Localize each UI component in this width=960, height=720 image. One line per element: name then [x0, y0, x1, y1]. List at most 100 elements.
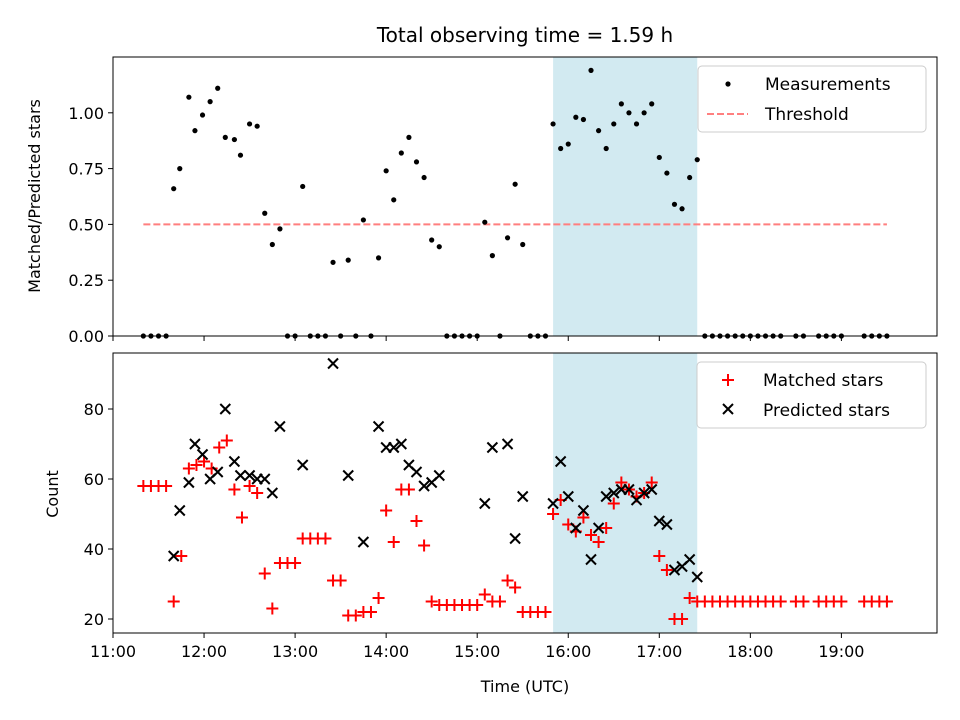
top-y-tick-label: 0.00	[68, 327, 104, 346]
measurement-point	[664, 170, 670, 176]
predicted-star-point	[554, 455, 567, 468]
measurement-point	[649, 101, 655, 107]
bottom-x-tick-label: 18:00	[727, 642, 773, 661]
measurement-point	[231, 136, 237, 143]
matched-star-point	[175, 550, 188, 562]
predicted-star-point	[410, 466, 423, 478]
measurement-point	[383, 168, 389, 174]
bottom-legend-box	[696, 361, 927, 429]
predicted-star-point	[691, 571, 703, 583]
measurement-point	[550, 121, 556, 127]
top-y-tick-label: 0.50	[68, 215, 104, 234]
matched-star-point	[607, 497, 620, 510]
measurement-point	[254, 123, 260, 129]
measurement-point	[398, 150, 404, 156]
predicted-star-point	[357, 536, 370, 548]
bottom-y-tick-label: 40	[84, 540, 104, 559]
bottom-x-tick-label: 19:00	[818, 642, 864, 661]
bottom-legend: Matched stars Predicted stars	[696, 361, 927, 429]
bottom-y-tick-label: 80	[84, 400, 104, 419]
predicted-star-point	[547, 497, 559, 510]
matched-star-point	[585, 529, 598, 541]
matched-star-point	[600, 522, 613, 534]
legend-measurements-label: Measurements	[765, 75, 891, 95]
measurement-point	[580, 116, 587, 123]
predicted-star-point	[296, 459, 309, 471]
bottom-panel: 20 40 60 80 11:00 12:00 13:00 14:00 15:00 16:00 17…	[43, 352, 938, 696]
bottom-x-tick-label: 13:00	[272, 642, 318, 661]
measurement-point	[269, 241, 275, 248]
measurement-point	[391, 197, 397, 203]
matched-star-point	[243, 480, 256, 492]
matched-star-point	[653, 550, 666, 562]
bottom-y-tick-label: 20	[84, 610, 104, 629]
matched-star-point	[167, 595, 180, 608]
legend-predicted-marker	[722, 403, 734, 415]
bottom-x-tick-label: 16:00	[545, 642, 591, 661]
matched-star-point	[266, 602, 279, 615]
measurement-point	[300, 183, 306, 190]
matched-star-point	[380, 504, 393, 517]
matched-star-point	[683, 592, 696, 604]
matched-star-point	[676, 613, 689, 625]
predicted-star-point	[623, 483, 635, 496]
matched-star-point	[235, 511, 248, 524]
predicted-star-point	[486, 441, 499, 454]
matched-star-point	[228, 483, 241, 496]
predicted-star-point	[562, 490, 574, 503]
measurement-point	[192, 128, 198, 134]
predicted-star-point	[342, 469, 354, 482]
measurement-point	[618, 101, 624, 107]
measurement-point	[186, 94, 192, 100]
matched-star-point	[182, 462, 195, 475]
measurement-point	[237, 152, 244, 158]
predicted-star-point	[577, 504, 590, 517]
predicted-star-point	[592, 522, 605, 534]
matched-star-point	[615, 476, 628, 489]
legend-threshold-label: Threshold	[764, 105, 849, 125]
bottom-y-tick-label: 60	[84, 470, 104, 489]
predicted-star-point	[683, 553, 696, 566]
legend-matched-label: Matched stars	[763, 371, 883, 391]
measurement-point	[671, 201, 678, 207]
predicted-star-point	[174, 504, 186, 517]
top-panel: 0.00 0.25 0.50 0.75 1.00 Matched/Predicted s…	[25, 56, 938, 346]
matched-star-point	[372, 592, 385, 604]
matched-star-point	[251, 487, 264, 499]
bottom-x-tick-label: 11:00	[90, 642, 136, 661]
top-y-axis-label: Matched/Predicted stars	[25, 99, 44, 293]
top-y-tick-label: 0.75	[68, 160, 104, 179]
matched-star-point	[402, 483, 415, 496]
matched-star-point	[592, 536, 605, 548]
measurement-point	[207, 99, 213, 105]
measurement-point	[558, 145, 564, 152]
matched-star-point	[501, 574, 514, 587]
matched-star-point	[478, 588, 491, 601]
matched-star-point	[425, 595, 438, 608]
matched-star-point	[364, 606, 377, 618]
measurement-point	[345, 257, 351, 263]
measurement-point	[633, 121, 640, 127]
predicted-star-point	[585, 553, 597, 566]
bottom-plot-frame	[112, 352, 938, 634]
top-axis-ticks: 0.00 0.25 0.50 0.75 1.00	[68, 104, 842, 346]
measurement-point	[520, 241, 526, 248]
matched-star-point	[160, 480, 173, 492]
measurement-point	[626, 110, 632, 116]
measurement-point	[482, 219, 488, 225]
predicted-star-point	[661, 518, 673, 531]
matched-star-point	[418, 539, 431, 552]
legend-predicted-label: Predicted stars	[763, 401, 890, 421]
predicted-star-point	[517, 490, 529, 503]
measurement-point	[565, 141, 571, 147]
top-legend: Measurements Threshold	[697, 65, 927, 133]
predicted-star-point	[395, 438, 408, 450]
predicted-star-point	[266, 487, 279, 499]
matched-star-point	[797, 595, 810, 608]
matched-star-point	[213, 441, 226, 454]
matched-star-point	[660, 564, 673, 576]
matched-star-point	[645, 476, 658, 489]
predicted-star-point	[259, 473, 271, 485]
predicted-star-point	[646, 483, 658, 496]
